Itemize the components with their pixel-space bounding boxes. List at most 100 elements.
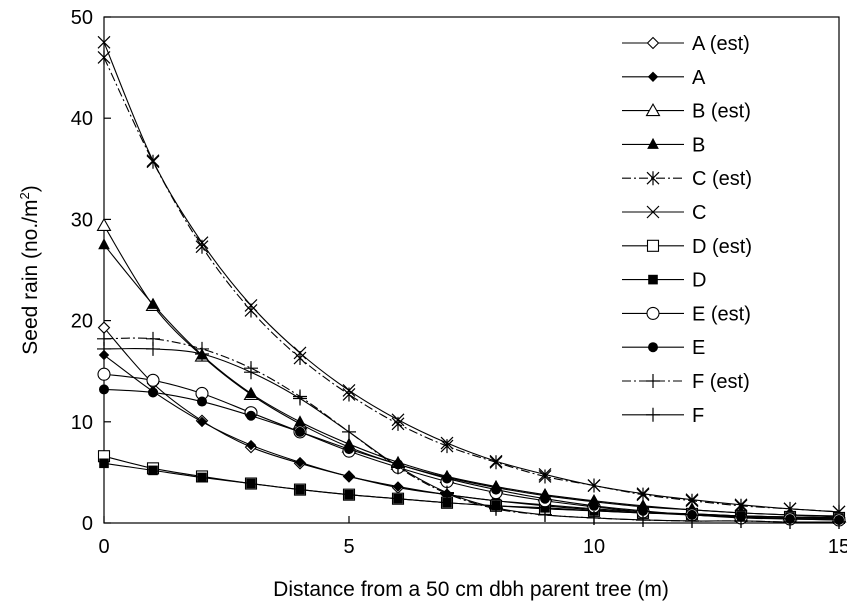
data-point <box>197 472 207 483</box>
data-point <box>392 481 404 492</box>
data-point <box>342 424 356 439</box>
data-point <box>246 478 256 489</box>
legend-label: D <box>692 270 706 292</box>
data-point <box>589 500 599 511</box>
data-point <box>244 298 258 312</box>
y-tick-label: 20 <box>71 311 93 333</box>
data-point <box>98 238 110 250</box>
legend: A (est) A B (est) B C (est) C D (est) D E (est) E… <box>612 26 778 440</box>
legend-marker <box>646 374 660 388</box>
legend-label: A <box>692 67 706 89</box>
data-point <box>245 439 257 451</box>
legend-label: B <box>692 134 705 156</box>
legend-label: A (est) <box>692 33 750 55</box>
legend-item: E (est) <box>622 303 751 325</box>
data-point <box>489 500 503 515</box>
data-point <box>97 367 111 381</box>
x-tick-label: 10 <box>583 536 605 558</box>
legend-marker <box>647 137 659 149</box>
y-axis-label-tail: ) <box>19 185 42 192</box>
series-12 <box>97 341 846 529</box>
plot-frame <box>103 16 840 524</box>
data-point <box>538 507 552 522</box>
data-point <box>636 487 650 502</box>
y-tick-label: 50 <box>71 7 93 29</box>
data-point <box>489 454 503 468</box>
x-tick-label: 0 <box>98 536 109 558</box>
data-point <box>393 493 403 504</box>
data-point <box>295 484 305 495</box>
legend-marker <box>645 102 661 117</box>
legend-background <box>612 26 778 440</box>
series-line <box>103 337 840 523</box>
axes <box>103 16 840 524</box>
legend-label: F <box>692 405 704 427</box>
data-point <box>442 473 452 484</box>
data-point <box>147 297 159 309</box>
data-point <box>587 510 601 525</box>
legend-label: C (est) <box>692 168 752 190</box>
legend-item: A (est) <box>622 33 750 55</box>
legend-item: D (est) <box>622 236 752 258</box>
data-point <box>197 396 207 407</box>
series-line <box>103 348 840 523</box>
data-point <box>685 493 699 507</box>
data-point <box>343 471 355 482</box>
y-axis-label-sup: 2 <box>17 192 32 199</box>
data-point <box>293 346 307 360</box>
y-tick-label: 0 <box>82 513 93 535</box>
data-point <box>195 346 209 361</box>
data-point <box>293 391 307 406</box>
data-point <box>97 341 111 356</box>
legend-item: E <box>622 337 705 359</box>
series-layer <box>96 35 847 529</box>
series-line <box>103 388 840 521</box>
data-point <box>489 455 503 470</box>
data-point <box>99 458 109 469</box>
data-point <box>391 459 405 474</box>
y-axis-label-main: Seed rain (no./m <box>19 199 42 354</box>
data-point <box>344 444 354 455</box>
data-point <box>685 493 699 508</box>
data-point <box>148 465 158 476</box>
data-point <box>246 410 256 421</box>
legend-item: B <box>622 134 705 156</box>
data-point <box>97 35 111 49</box>
data-point <box>245 386 257 398</box>
ticks: 0 10 20 30 40 50 0 5 10 15 <box>71 7 847 558</box>
data-point <box>146 373 160 387</box>
legend-label: E <box>692 337 705 359</box>
series-5 <box>97 50 846 519</box>
data-point <box>538 469 552 484</box>
data-point <box>832 514 846 529</box>
data-point <box>734 498 748 512</box>
legend-marker <box>648 274 658 285</box>
data-point <box>783 514 797 529</box>
data-point <box>146 154 160 168</box>
x-tick-label: 15 <box>828 536 847 558</box>
legend-item: F (est) <box>622 371 750 393</box>
legend-item: A <box>622 67 706 89</box>
legend-label: E (est) <box>692 303 751 325</box>
data-point <box>146 341 160 356</box>
data-point <box>440 439 454 454</box>
data-point <box>342 384 356 397</box>
legend-marker <box>646 36 660 50</box>
data-point <box>685 513 699 528</box>
series-line <box>103 462 840 519</box>
x-axis-label: Distance from a 50 cm dbh parent tree (m… <box>273 578 669 601</box>
data-point <box>244 365 258 380</box>
data-point <box>636 512 650 527</box>
data-point <box>440 436 454 450</box>
data-point <box>196 416 208 428</box>
data-point <box>636 487 650 501</box>
legend-label: D (est) <box>692 236 752 258</box>
legend-label: B (est) <box>692 101 751 123</box>
series-line <box>103 57 840 513</box>
data-point <box>344 489 354 500</box>
legend-marker <box>646 205 660 219</box>
series-line <box>103 244 840 517</box>
legend-marker <box>646 407 660 422</box>
data-point <box>99 384 109 395</box>
